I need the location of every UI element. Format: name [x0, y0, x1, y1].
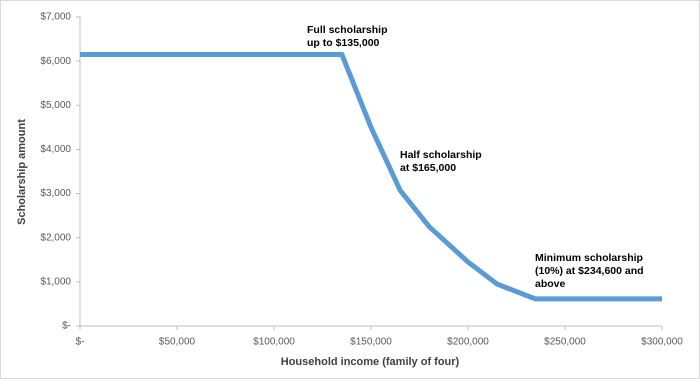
annotation: at $165,000 — [400, 162, 456, 174]
x-tick-label: $250,000 — [544, 337, 586, 348]
x-tick-label: $300,000 — [641, 337, 683, 348]
x-tick-label: $- — [76, 337, 85, 348]
y-tick-label: $1,000 — [40, 276, 71, 287]
x-tick-label: $50,000 — [159, 337, 196, 348]
y-tick-label: $7,000 — [40, 12, 71, 23]
annotation: above — [535, 278, 566, 290]
line — [80, 52, 662, 302]
annotation: Minimum scholarship — [535, 252, 643, 264]
annotation: Full scholarship — [307, 24, 388, 36]
y-tick-label: $5,000 — [40, 100, 71, 111]
annotation: (10%) at $234,600 and — [535, 265, 644, 277]
annotation: Half scholarship — [400, 149, 482, 161]
y-axis-label: Scholarship amount — [16, 119, 28, 225]
y-tick-label: $2,000 — [40, 232, 71, 243]
annotation: up to $135,000 — [307, 37, 380, 49]
y-tick-label: $3,000 — [40, 188, 71, 199]
x-tick-label: $150,000 — [350, 337, 392, 348]
y-tick-label: $- — [62, 321, 71, 332]
y-tick-label: $4,000 — [40, 144, 71, 155]
y-tick-label: $6,000 — [40, 56, 71, 67]
x-axis-label: Household income (family of four) — [281, 356, 460, 368]
x-tick-label: $200,000 — [447, 337, 489, 348]
x-tick-label: $100,000 — [253, 337, 295, 348]
